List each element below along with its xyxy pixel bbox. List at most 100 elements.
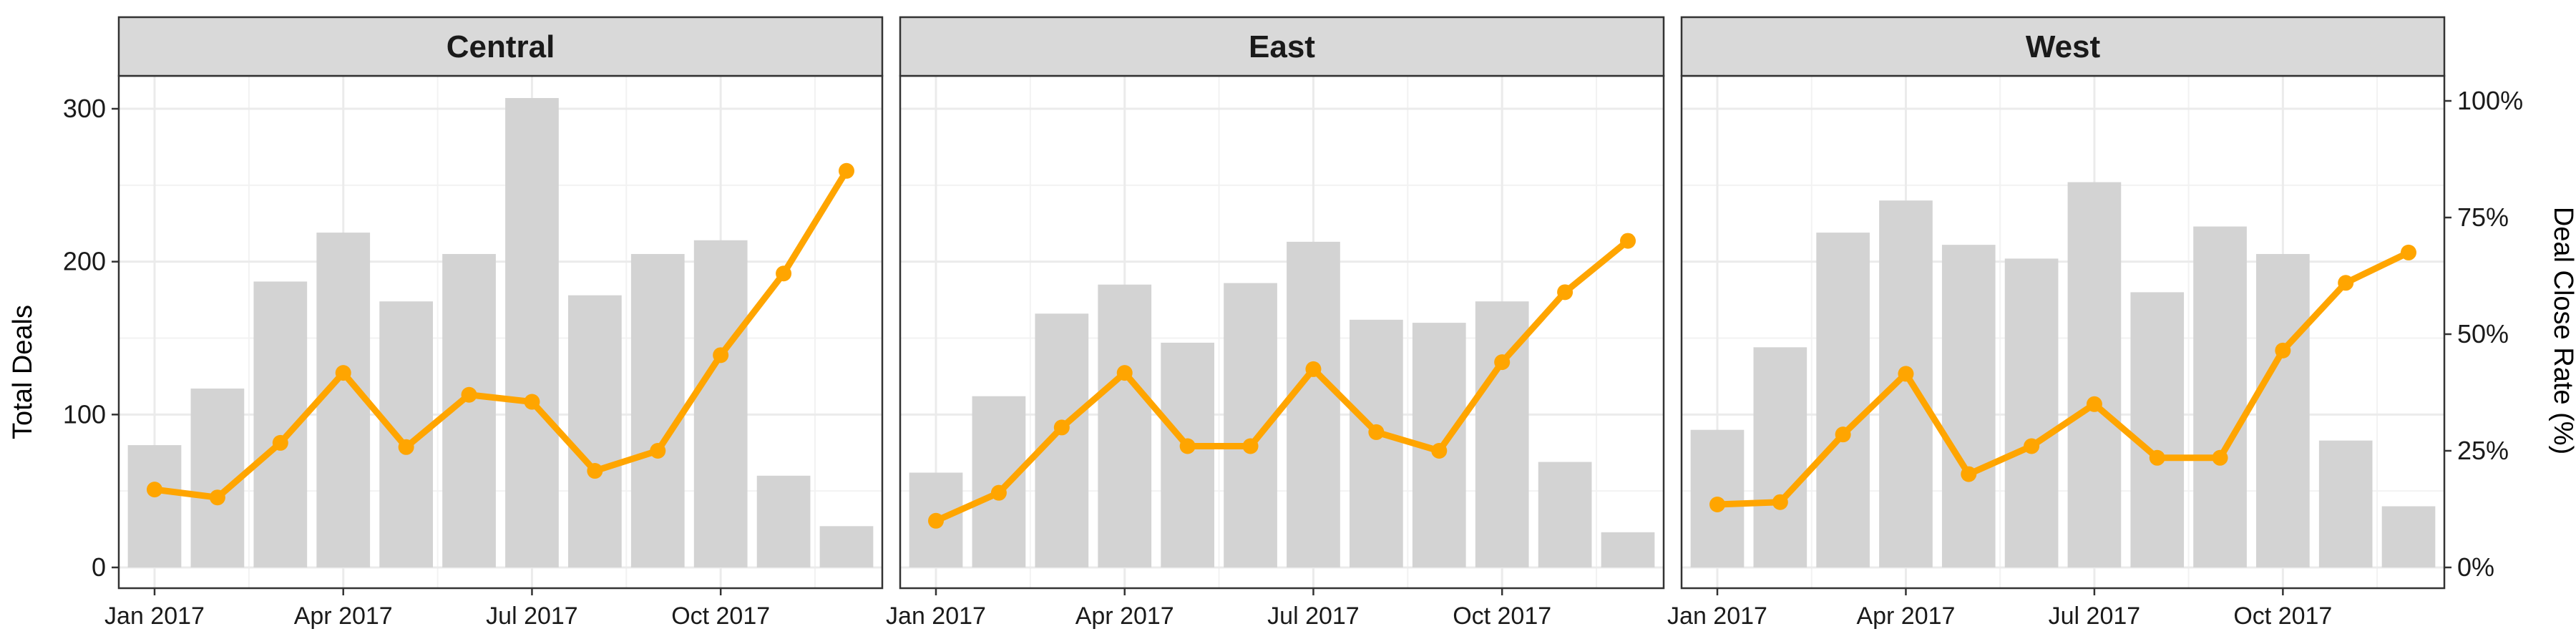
x-tick-label: Jan 2017 <box>1667 602 1767 630</box>
facet-title: East <box>1249 29 1315 64</box>
right-y-axis: 0% 25% 50% 75% 100% <box>2444 86 2523 582</box>
close-rate-point-central-2017-12 <box>839 162 854 179</box>
close-rate-point-central-2017-06 <box>461 386 477 403</box>
close-rate-point-central-2017-04 <box>335 365 351 381</box>
close-rate-point-central-2017-02 <box>209 489 225 506</box>
close-rate-point-east-2017-09 <box>1431 443 1448 459</box>
bar-west-2017-10 <box>2256 253 2310 567</box>
close-rate-point-central-2017-05 <box>398 439 414 455</box>
y-axis-left-label: Total Deals <box>8 305 38 439</box>
bar-east-2017-02 <box>972 396 1026 567</box>
bar-east-2017-04 <box>1098 284 1152 567</box>
close-rate-point-east-2017-04 <box>1116 365 1133 381</box>
x-tick-label: Apr 2017 <box>1856 602 1955 630</box>
y-left-tick-label: 0 <box>92 552 106 582</box>
close-rate-point-central-2017-01 <box>147 482 162 498</box>
bar-west-2017-05 <box>1941 245 1996 567</box>
x-tick-label: Oct 2017 <box>2233 602 2332 630</box>
facet-strip <box>899 16 1665 77</box>
facet-title: Central <box>447 29 555 64</box>
bar-west-2017-09 <box>2193 226 2247 567</box>
x-tick-label: Jan 2017 <box>104 602 205 630</box>
close-rate-point-central-2017-09 <box>650 443 666 459</box>
bar-west-2017-03 <box>1816 233 1870 567</box>
close-rate-point-east-2017-07 <box>1305 361 1322 377</box>
close-rate-point-central-2017-03 <box>272 434 288 451</box>
close-rate-point-west-2017-04 <box>1898 366 1914 382</box>
close-rate-point-east-2017-03 <box>1053 419 1070 436</box>
close-rate-point-west-2017-02 <box>1772 494 1788 510</box>
bar-east-2017-08 <box>1350 319 1403 567</box>
close-rate-point-central-2017-08 <box>587 463 603 479</box>
bar-west-2017-08 <box>2130 292 2185 567</box>
bar-west-2017-11 <box>2318 440 2373 567</box>
bar-central-2017-08 <box>568 295 622 567</box>
panel-background <box>900 76 1664 588</box>
close-rate-point-west-2017-03 <box>1835 426 1851 443</box>
facet-title: West <box>2026 29 2101 64</box>
facet-strip <box>117 16 884 77</box>
bar-central-2017-01 <box>127 445 182 567</box>
bar-east-2017-07 <box>1287 241 1340 567</box>
close-rate-point-central-2017-07 <box>524 394 540 410</box>
left-y-axis: 0 100 200 300 <box>63 94 119 582</box>
y-right-tick-label: 25% <box>2457 436 2509 465</box>
close-rate-point-west-2017-08 <box>2149 449 2165 466</box>
close-rate-point-west-2017-10 <box>2275 342 2291 358</box>
facet-central: Central Jan 2017 Apr 2017 Jul 2017 Oct 2017 <box>104 16 884 630</box>
close-rate-point-east-2017-05 <box>1179 438 1196 454</box>
bar-west-2017-04 <box>1879 200 1933 567</box>
close-rate-point-central-2017-10 <box>713 347 729 364</box>
x-tick-label: Jul 2017 <box>2049 602 2141 630</box>
close-rate-point-west-2017-05 <box>1961 466 1977 482</box>
y-left-tick-label: 100 <box>63 399 106 429</box>
x-tick-label: Apr 2017 <box>294 602 393 630</box>
close-rate-line-central <box>151 167 850 501</box>
close-rate-point-west-2017-06 <box>2024 438 2040 454</box>
bar-central-2017-04 <box>316 233 371 567</box>
bar-central-2017-09 <box>630 253 685 567</box>
close-rate-point-east-2017-11 <box>1557 284 1574 301</box>
close-rate-point-west-2017-12 <box>2401 244 2416 260</box>
x-tick-label: Oct 2017 <box>671 602 770 630</box>
x-tick-label: Jan 2017 <box>886 602 986 630</box>
panel-background <box>119 76 882 588</box>
bar-central-2017-07 <box>505 98 559 567</box>
y-left-tick-label: 200 <box>63 247 106 276</box>
facet-east: East Jan 2017 Apr 2017 Jul 2017 Oct 2017 <box>886 16 1665 630</box>
bar-central-2017-11 <box>756 475 811 567</box>
close-rate-point-west-2017-09 <box>2212 449 2228 466</box>
close-rate-point-east-2017-02 <box>990 484 1007 501</box>
close-rate-point-east-2017-12 <box>1620 233 1636 249</box>
y-right-tick-label: 0% <box>2457 552 2494 582</box>
bar-east-2017-05 <box>1161 342 1214 567</box>
y-right-tick-label: 100% <box>2457 86 2523 115</box>
bar-west-2017-07 <box>2067 182 2122 567</box>
bar-east-2017-11 <box>1538 462 1592 567</box>
close-rate-line-east <box>932 238 1631 525</box>
close-rate-point-east-2017-06 <box>1242 438 1259 454</box>
facet-west: West Jan 2017 Apr 2017 Jul 2017 Oct 2017 <box>1667 16 2446 630</box>
bar-west-2017-06 <box>2004 258 2059 567</box>
x-tick-label: Apr 2017 <box>1075 602 1174 630</box>
close-rate-point-east-2017-08 <box>1368 424 1385 440</box>
bar-west-2017-12 <box>2381 506 2436 567</box>
close-rate-point-west-2017-07 <box>2086 396 2102 412</box>
x-tick-label: Oct 2017 <box>1453 602 1551 630</box>
y-axis-right-label: Deal Close Rate (%) <box>2548 207 2576 454</box>
close-rate-point-west-2017-11 <box>2338 275 2354 291</box>
bar-west-2017-02 <box>1753 347 1807 567</box>
y-left-tick-label: 300 <box>63 94 106 123</box>
close-rate-point-east-2017-10 <box>1494 354 1511 371</box>
close-rate-line-west <box>1714 249 2412 508</box>
panel-background <box>1682 76 2444 588</box>
close-rate-point-west-2017-01 <box>1709 496 1725 512</box>
x-tick-label: Jul 2017 <box>486 602 578 630</box>
bar-east-2017-12 <box>1601 532 1655 567</box>
y-right-tick-label: 50% <box>2457 319 2509 348</box>
bar-central-2017-12 <box>819 526 874 567</box>
close-rate-point-central-2017-11 <box>776 265 792 282</box>
facet-strip <box>1680 16 2446 77</box>
x-tick-label: Jul 2017 <box>1267 602 1360 630</box>
